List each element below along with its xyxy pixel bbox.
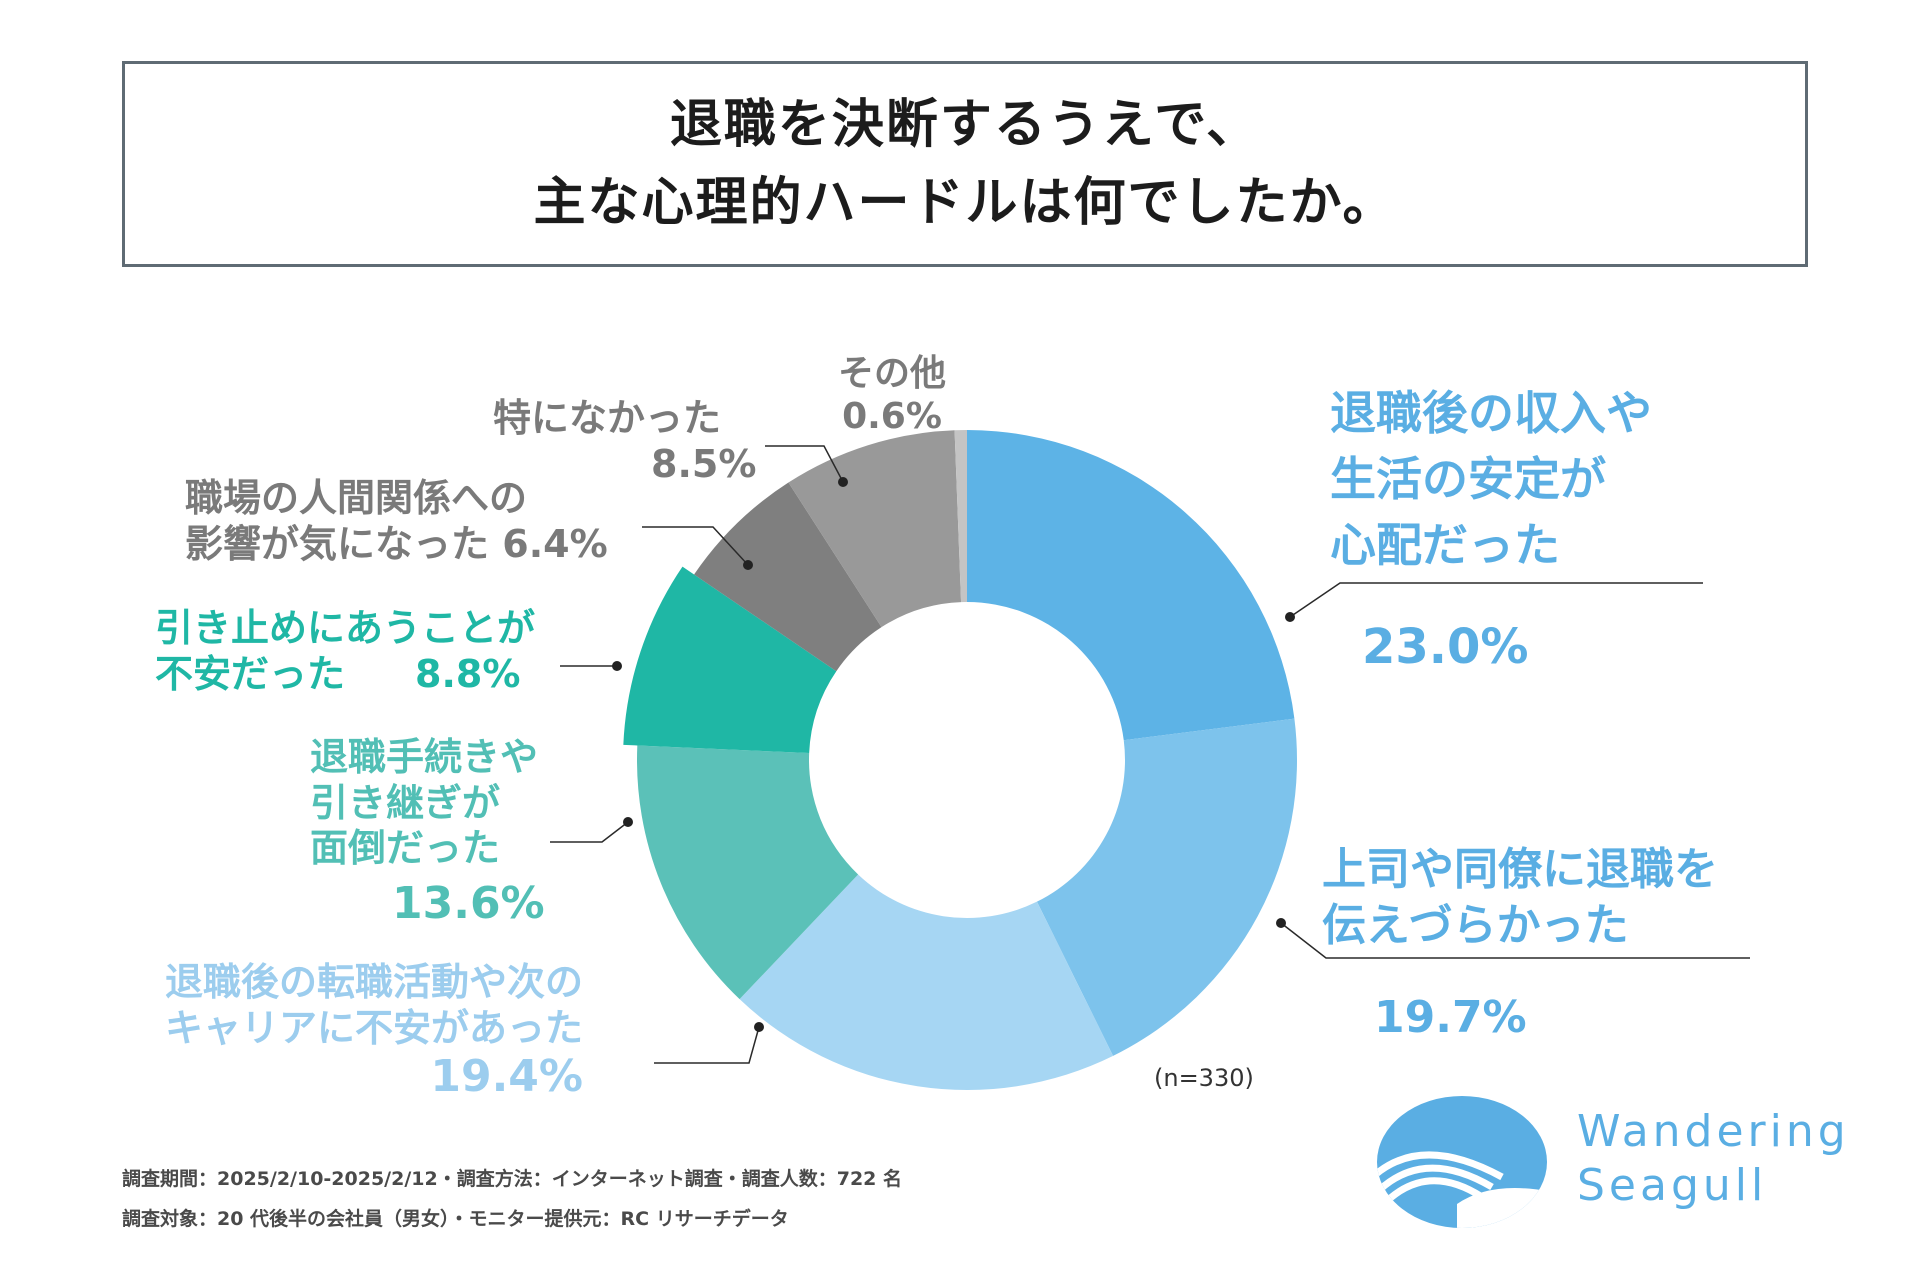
- leader-line-career: [654, 1026, 760, 1064]
- title-box: 退職を決断するうえで、 主な心理的ハードルは何でしたか。: [122, 61, 1808, 267]
- label-income-line2: 生活の安定が: [1330, 452, 1606, 506]
- label-career-line1: 退職後の転職活動や次の: [165, 960, 584, 1004]
- label-other-text: その他: [838, 353, 947, 394]
- seagull-logo-icon: [1377, 1096, 1547, 1228]
- label-retention: 引き止めにあうことが 不安だった 8.8%: [155, 606, 535, 697]
- leader-dot-tell-boss: [1276, 918, 1286, 928]
- label-procedure-line1: 退職手続きや: [310, 735, 539, 779]
- label-procedure: 退職手続きや 引き継ぎが 面倒だった 13.6%: [310, 735, 545, 931]
- leader-line-relations: [642, 526, 749, 566]
- donut-slice-tell-boss: [1036, 718, 1297, 1056]
- title-line-1: 退職を決断するうえで、: [669, 95, 1261, 155]
- donut-slice-none: [788, 430, 962, 628]
- label-relations: 職場の人間関係への 影響が気になった 6.4%: [185, 476, 608, 567]
- leader-dot-income: [1285, 612, 1295, 622]
- donut-slice-relations: [694, 482, 882, 672]
- leader-dot-none: [838, 477, 848, 487]
- label-procedure-line2: 引き継ぎが: [310, 780, 501, 825]
- label-none: 特になかった 8.5%: [493, 396, 756, 487]
- logo-text-line2: Seagull: [1577, 1160, 1768, 1211]
- survey-footnote-2: 調査対象：20 代後半の会社員（男女）・モニター提供元：RC リサーチデータ: [122, 1208, 789, 1230]
- leader-dot-retention: [612, 661, 622, 671]
- leader-dot-relations: [743, 560, 753, 570]
- leader-dot-career: [754, 1022, 764, 1032]
- leader-line-none: [765, 445, 844, 483]
- label-income-percent: 23.0%: [1362, 619, 1529, 675]
- label-tell-boss-percent: 19.7%: [1374, 992, 1527, 1043]
- leader-dot-procedure: [623, 817, 633, 827]
- label-relations-line2: 影響が気になった: [185, 521, 490, 566]
- donut-slice-retention: [623, 566, 837, 754]
- logo-text-line1: Wandering: [1577, 1106, 1850, 1157]
- label-relations-percent: 6.4%: [502, 521, 608, 566]
- label-career: 退職後の転職活動や次の キャリアに不安があった 19.4%: [165, 960, 583, 1104]
- donut-slice-procedure: [637, 745, 859, 1000]
- label-procedure-line3: 面倒だった: [310, 826, 501, 871]
- label-procedure-percent: 13.6%: [392, 877, 545, 929]
- sample-size-label: (n=330): [1154, 1064, 1254, 1092]
- survey-footnote-1: 調査期間：2025/2/10-2025/2/12・調査方法：インターネット調査・…: [122, 1168, 903, 1190]
- label-other-percent: 0.6%: [842, 396, 942, 438]
- donut-slice-career: [739, 874, 1114, 1090]
- label-income-line3: 心配だった: [1330, 518, 1560, 572]
- label-tell-boss: 上司や同僚に退職を 伝えづらかった 19.7%: [1322, 842, 1718, 1046]
- label-other: その他 0.6%: [838, 352, 946, 438]
- label-income-line1: 退職後の収入や: [1330, 386, 1652, 440]
- donut-slice-income: [967, 430, 1295, 741]
- donut-slice-other: [954, 430, 967, 603]
- label-none-percent: 8.5%: [651, 441, 757, 486]
- label-tell-boss-line2: 伝えづらかった: [1322, 900, 1629, 951]
- label-none-text: 特になかった: [493, 396, 722, 440]
- leader-line-income: [1289, 582, 1703, 618]
- label-income: 退職後の収入や 生活の安定が 心配だった 23.0%: [1330, 380, 1652, 680]
- label-retention-line1: 引き止めにあうことが: [155, 606, 536, 650]
- label-tell-boss-line1: 上司や同僚に退職を: [1322, 844, 1718, 895]
- label-career-line2: キャリアに不安があった: [165, 1005, 584, 1050]
- leader-line-tell-boss: [1280, 922, 1750, 959]
- title-line-2: 主な心理的ハードルは何でしたか。: [533, 173, 1397, 233]
- label-career-percent: 19.4%: [430, 1051, 584, 1103]
- label-retention-line2: 不安だった: [155, 651, 346, 696]
- leader-line-procedure: [550, 821, 629, 843]
- label-retention-percent: 8.8%: [415, 651, 521, 696]
- label-relations-line1: 職場の人間関係への: [185, 476, 528, 520]
